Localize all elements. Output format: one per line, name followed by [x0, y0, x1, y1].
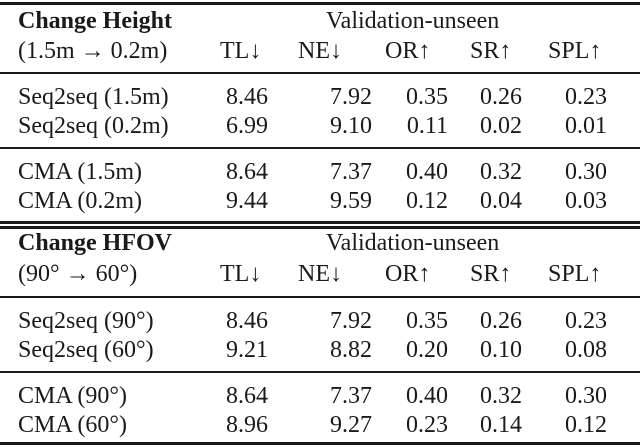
double-rule-top	[0, 221, 640, 224]
metric-cell: 0.30	[565, 159, 607, 185]
metric-cell: 0.35	[406, 308, 448, 334]
metric-cell: 0.30	[565, 383, 607, 409]
metric-cell: 0.12	[406, 188, 448, 214]
column-header: SR↑	[470, 38, 512, 64]
group-rule	[0, 147, 640, 149]
column-header: NE↓	[298, 38, 342, 64]
row-label: CMA (0.2m)	[18, 188, 143, 214]
row-label: Seq2seq (90°)	[18, 308, 154, 334]
column-header: NE↓	[298, 261, 342, 287]
metric-cell: 8.64	[226, 383, 268, 409]
metric-cell: 0.23	[565, 308, 607, 334]
metric-cell: 0.40	[406, 383, 448, 409]
row-label: CMA (60°)	[18, 412, 127, 438]
metric-cell: 9.59	[330, 188, 372, 214]
metric-cell: 9.27	[330, 412, 372, 438]
section-title: Change Height	[18, 8, 173, 34]
header-rule	[0, 296, 640, 298]
metric-cell: 7.37	[330, 383, 372, 409]
section-title: Change HFOV	[18, 230, 173, 256]
metric-cell: 0.11	[406, 113, 448, 139]
metric-cell: 0.02	[480, 113, 522, 139]
row-label: CMA (90°)	[18, 383, 127, 409]
header-rule	[0, 72, 640, 74]
metric-cell: 9.10	[330, 113, 372, 139]
metric-cell: 0.03	[565, 188, 607, 214]
metric-cell: 7.92	[330, 84, 372, 110]
row-label: Seq2seq (1.5m)	[18, 84, 169, 110]
metric-cell: 0.20	[406, 337, 448, 363]
section-subtitle: (90° → 60°)	[18, 261, 138, 287]
metric-cell: 0.01	[565, 113, 607, 139]
row-label: Seq2seq (60°)	[18, 337, 154, 363]
metric-cell: 0.32	[480, 159, 522, 185]
metric-cell: 8.64	[226, 159, 268, 185]
row-label: CMA (1.5m)	[18, 159, 143, 185]
metric-cell: 6.99	[226, 113, 268, 139]
column-header: TL↓	[220, 261, 262, 287]
metric-cell: 8.96	[226, 412, 268, 438]
metric-cell: 0.04	[480, 188, 522, 214]
split-label: Validation-unseen	[326, 8, 500, 34]
section-subtitle: (1.5m → 0.2m)	[18, 38, 168, 64]
double-rule-bottom	[0, 226, 640, 229]
metric-cell: 0.14	[480, 412, 522, 438]
metric-cell: 7.92	[330, 308, 372, 334]
column-header: TL↓	[220, 38, 262, 64]
split-label: Validation-unseen	[326, 230, 500, 256]
metric-cell: 0.26	[480, 84, 522, 110]
metric-cell: 0.35	[406, 84, 448, 110]
metric-cell: 0.32	[480, 383, 522, 409]
metric-cell: 0.23	[565, 84, 607, 110]
column-header: OR↑	[385, 261, 431, 287]
column-header: OR↑	[385, 38, 431, 64]
column-header: SPL↑	[548, 38, 602, 64]
metric-cell: 0.08	[565, 337, 607, 363]
metric-cell: 7.37	[330, 159, 372, 185]
group-rule	[0, 371, 640, 373]
row-label: Seq2seq (0.2m)	[18, 113, 169, 139]
metric-cell: 0.40	[406, 159, 448, 185]
metric-cell: 8.46	[226, 84, 268, 110]
metric-cell: 0.26	[480, 308, 522, 334]
metric-cell: 0.10	[480, 337, 522, 363]
metric-cell: 0.12	[565, 412, 607, 438]
metric-cell: 9.21	[226, 337, 268, 363]
metric-cell: 9.44	[226, 188, 268, 214]
metric-cell: 0.23	[406, 412, 448, 438]
column-header: SR↑	[470, 261, 512, 287]
bottom-rule	[0, 442, 640, 445]
column-header: SPL↑	[548, 261, 602, 287]
top-rule	[0, 2, 640, 5]
metric-cell: 8.46	[226, 308, 268, 334]
metric-cell: 8.82	[330, 337, 372, 363]
